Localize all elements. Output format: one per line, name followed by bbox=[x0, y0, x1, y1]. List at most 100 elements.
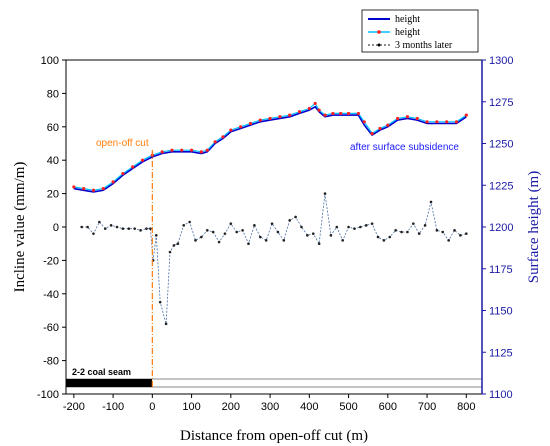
plot-frame bbox=[65, 59, 483, 395]
x-tick-label-4: 200 bbox=[222, 401, 240, 413]
height-after-point-14 bbox=[205, 148, 209, 152]
y-right-tick-label-5: 1225 bbox=[489, 180, 513, 192]
height-after-point-17 bbox=[229, 128, 233, 132]
height-after-point-25 bbox=[307, 106, 311, 111]
y-right-tick-label-7: 1275 bbox=[489, 97, 513, 109]
incline-point-18 bbox=[172, 244, 176, 247]
incline-point-49 bbox=[353, 227, 356, 230]
height-after-point-33 bbox=[362, 120, 366, 124]
incline-point-2 bbox=[92, 232, 95, 235]
incline-point-37 bbox=[282, 239, 286, 242]
legend: height height 3 months later bbox=[361, 9, 479, 53]
incline-point-54 bbox=[382, 239, 386, 242]
height-after-point-7 bbox=[140, 158, 145, 162]
x-tick-label-8: 600 bbox=[379, 401, 397, 413]
y-left-tick-label-8: 60 bbox=[47, 122, 59, 134]
height-after-point-16 bbox=[221, 135, 225, 139]
incline-point-47 bbox=[341, 239, 344, 242]
incline-point-42 bbox=[311, 232, 315, 235]
legend-label-height-2: height bbox=[395, 27, 420, 38]
incline-point-62 bbox=[429, 200, 433, 204]
incline-point-58 bbox=[406, 230, 409, 234]
coal-seam-label: 2-2 coal seam bbox=[72, 367, 131, 377]
incline-point-26 bbox=[217, 240, 221, 244]
y-left-tick-label-5: 0 bbox=[53, 222, 59, 234]
incline-point-61 bbox=[423, 224, 427, 227]
incline-point-9 bbox=[133, 227, 136, 230]
height-after-point-2 bbox=[91, 188, 96, 192]
incline-point-64 bbox=[441, 230, 445, 234]
height-after-point-32 bbox=[356, 111, 360, 116]
incline-point-59 bbox=[412, 222, 415, 225]
incline-point-16 bbox=[164, 322, 168, 326]
y-left-tick-label-2: -60 bbox=[43, 322, 59, 334]
legend-label-height-1: height bbox=[395, 14, 420, 25]
incline-point-44 bbox=[323, 192, 327, 195]
height-after-point-0 bbox=[72, 185, 76, 189]
incline-point-45 bbox=[329, 234, 333, 237]
height-after-point-39 bbox=[415, 116, 419, 121]
incline-point-67 bbox=[459, 234, 462, 237]
incline-point-57 bbox=[400, 230, 403, 234]
y-right-tick-label-6: 1250 bbox=[489, 139, 513, 151]
y-right-axis-label: Surface height (m) bbox=[526, 171, 542, 283]
incline-point-10 bbox=[139, 229, 142, 232]
incline-point-8 bbox=[127, 227, 131, 230]
height-after-point-6 bbox=[131, 165, 135, 169]
height-after-point-34 bbox=[370, 131, 374, 136]
height-after-point-38 bbox=[405, 115, 410, 119]
height-after-point-15 bbox=[213, 140, 217, 144]
incline-point-50 bbox=[359, 225, 362, 229]
x-tick-label-7: 500 bbox=[339, 401, 357, 413]
incline-point-55 bbox=[388, 235, 392, 239]
x-tick-label-0: -200 bbox=[63, 401, 85, 413]
series-height-line bbox=[73, 105, 467, 193]
height-after-point-29 bbox=[331, 111, 335, 116]
x-tick-label-5: 300 bbox=[261, 401, 279, 413]
height-after-point-27 bbox=[317, 108, 321, 112]
incline-point-32 bbox=[253, 224, 256, 227]
height-after-point-5 bbox=[121, 171, 125, 176]
height-after-point-41 bbox=[435, 120, 439, 124]
incline-point-48 bbox=[347, 225, 350, 229]
height-after-point-23 bbox=[288, 113, 292, 117]
incline-point-11 bbox=[145, 227, 148, 230]
incline-point-6 bbox=[115, 225, 119, 229]
after-subsidence-label: after surface subsidence bbox=[350, 142, 459, 153]
incline-point-40 bbox=[300, 225, 303, 229]
incline-point-12 bbox=[149, 227, 152, 230]
coal-seam-bar bbox=[66, 379, 152, 387]
incline-point-4 bbox=[103, 227, 107, 230]
incline-point-36 bbox=[276, 230, 280, 234]
incline-point-1 bbox=[86, 225, 89, 229]
y-left-tick-label-1: -80 bbox=[43, 356, 59, 368]
incline-point-63 bbox=[435, 229, 439, 232]
y-left-axis-label: Incline value (mm/m) bbox=[12, 162, 28, 293]
y-left-tick-label-10: 100 bbox=[41, 55, 59, 67]
incline-point-22 bbox=[194, 239, 197, 242]
y-left-tick-label-0: -100 bbox=[37, 389, 59, 401]
incline-point-27 bbox=[223, 232, 227, 235]
height-after-point-11 bbox=[180, 148, 184, 152]
x-tick-label-2: 0 bbox=[149, 401, 155, 413]
legend-marker-height-2 bbox=[377, 30, 381, 34]
height-after-point-22 bbox=[278, 115, 282, 119]
height-after-point-20 bbox=[258, 118, 262, 122]
x-tick-label-3: 100 bbox=[182, 401, 200, 413]
incline-point-7 bbox=[121, 227, 125, 230]
x-tick-label-1: -100 bbox=[102, 401, 124, 413]
incline-point-3 bbox=[98, 220, 101, 224]
incline-point-35 bbox=[270, 222, 274, 225]
series-incline-line bbox=[81, 193, 467, 325]
legend-label-3-months: 3 months later bbox=[395, 40, 453, 51]
y-left-tick-label-9: 80 bbox=[47, 88, 59, 100]
incline-point-14 bbox=[154, 234, 158, 237]
height-after-point-4 bbox=[111, 180, 115, 184]
x-axis-label: Distance from open-off cut (m) bbox=[180, 428, 368, 444]
height-after-point-9 bbox=[160, 150, 164, 154]
incline-point-24 bbox=[205, 229, 209, 232]
incline-point-17 bbox=[168, 250, 172, 254]
height-after-point-28 bbox=[323, 113, 327, 117]
incline-point-23 bbox=[200, 235, 203, 239]
y-left-tick-label-4: -20 bbox=[43, 255, 59, 267]
